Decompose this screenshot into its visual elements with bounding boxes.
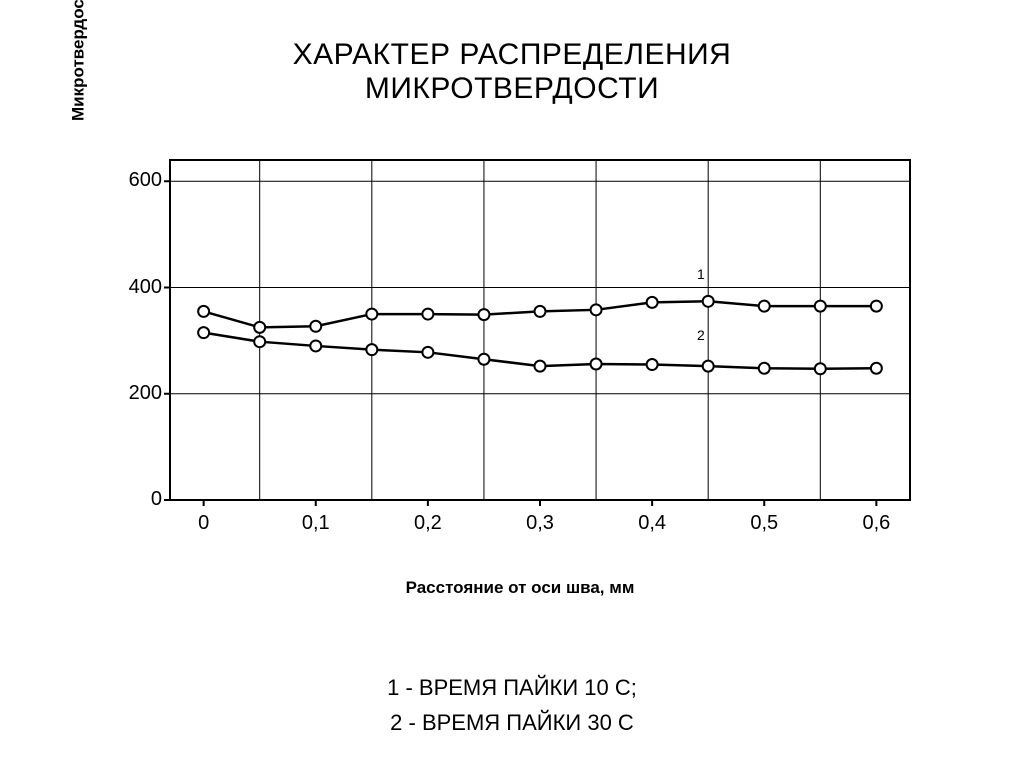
- x-tick-label: 0,1: [291, 512, 341, 535]
- chart-container: [60, 140, 960, 560]
- legend-line-1: 1 - ВРЕМЯ ПАЙКИ 10 С;: [0, 670, 1024, 705]
- x-tick-label: 0,2: [403, 512, 453, 535]
- series-label-2: 2: [697, 327, 705, 343]
- title-line-2: МИКРОТВЕРДОСТИ: [0, 72, 1024, 106]
- x-tick-label: 0,6: [851, 512, 901, 535]
- y-tick-label: 600: [118, 169, 162, 192]
- series-label-1: 1: [697, 266, 705, 282]
- title-line-1: ХАРАКТЕР РАСПРЕДЕЛЕНИЯ: [0, 38, 1024, 72]
- x-tick-label: 0,3: [515, 512, 565, 535]
- y-tick-label: 200: [118, 382, 162, 405]
- x-tick-label: 0: [179, 512, 229, 535]
- y-tick-label: 400: [118, 276, 162, 299]
- y-tick-label: 0: [118, 488, 162, 511]
- x-tick-label: 0,4: [627, 512, 677, 535]
- legend: 1 - ВРЕМЯ ПАЙКИ 10 С; 2 - ВРЕМЯ ПАЙКИ 30…: [0, 670, 1024, 740]
- chart-svg: [60, 140, 960, 560]
- legend-line-2: 2 - ВРЕМЯ ПАЙКИ 30 С: [0, 705, 1024, 740]
- ylabel-prefix: Микротвердость H: [69, 0, 88, 121]
- page: ХАРАКТЕР РАСПРЕДЕЛЕНИЯ МИКРОТВЕРДОСТИ Ми…: [0, 0, 1024, 767]
- x-axis-label: Расстояние от оси шва, мм: [170, 578, 870, 598]
- page-title: ХАРАКТЕР РАСПРЕДЕЛЕНИЯ МИКРОТВЕРДОСТИ: [0, 38, 1024, 106]
- x-tick-label: 0,5: [739, 512, 789, 535]
